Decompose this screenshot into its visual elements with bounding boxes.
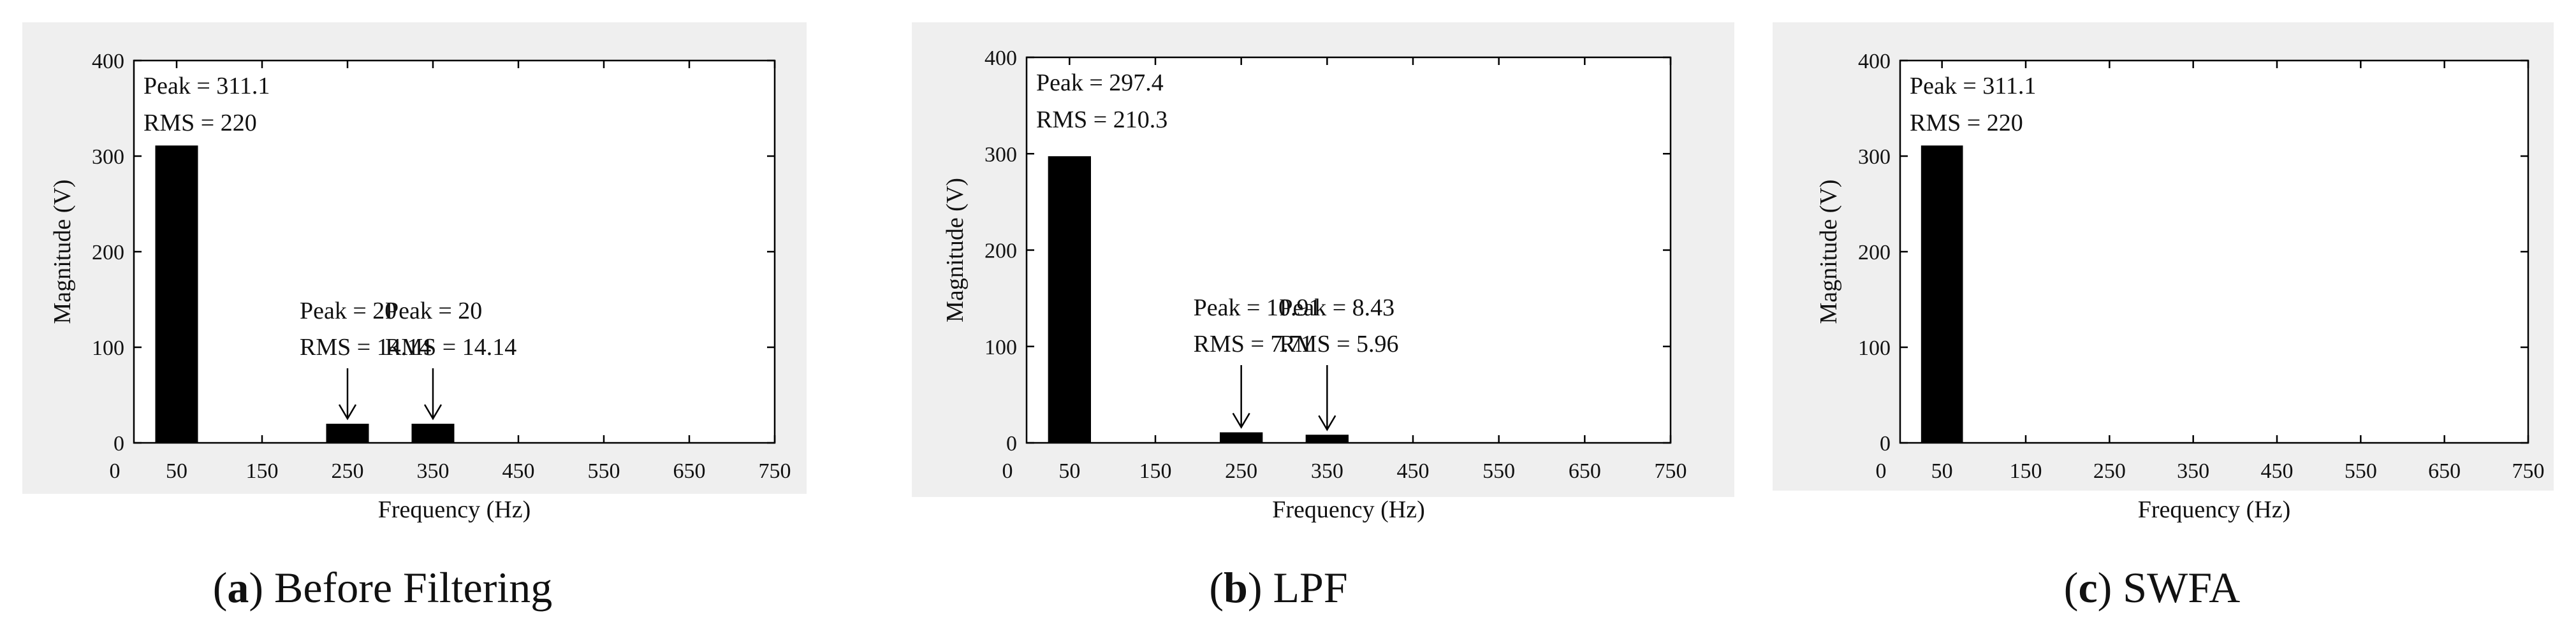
x-tick-label: 150 bbox=[1139, 459, 1172, 483]
x-tick-label: 50 bbox=[1058, 459, 1080, 483]
y-tick-label: 200 bbox=[984, 240, 1017, 263]
annotation-peak: Peak = 311.1 bbox=[1910, 73, 2036, 99]
chart-panel-c: 0 100 200 300 400 0 50 150 250 350 450 550 650 750 Fre… bbox=[1773, 22, 2554, 612]
x-tick-label: 250 bbox=[1225, 459, 1257, 483]
y-tick-label: 400 bbox=[984, 47, 1017, 70]
annotation-peak: Peak = 20 bbox=[385, 298, 482, 324]
x-tick-label: 750 bbox=[759, 459, 791, 483]
annotation-arrowhead bbox=[1232, 412, 1250, 429]
annotation-arrowhead bbox=[1318, 415, 1336, 431]
annotation-rms: RMS = 210.3 bbox=[1036, 106, 1167, 133]
x-tick-label: 750 bbox=[2512, 459, 2545, 483]
annotation-peak: Peak = 297.4 bbox=[1036, 69, 1164, 96]
x-tick-label: 550 bbox=[2345, 459, 2377, 483]
caption-paren-open: ( bbox=[2064, 563, 2079, 612]
annotation-arrowhead bbox=[423, 404, 443, 421]
caption-text: Before Filtering bbox=[263, 563, 552, 612]
x-tick-label: 350 bbox=[2177, 459, 2209, 483]
annotation-rms: RMS = 14.14 bbox=[385, 334, 516, 361]
annotation-rms: RMS = 220 bbox=[1910, 110, 2023, 136]
caption-paren-open: ( bbox=[1209, 563, 1224, 612]
x-axis-label: Frequency (Hz) bbox=[378, 496, 531, 523]
x-tick-label: 50 bbox=[1931, 459, 1953, 483]
x-tick-label: 650 bbox=[673, 459, 706, 483]
panel-caption: (c) SWFA bbox=[2064, 563, 2240, 612]
x-tick-label: 450 bbox=[502, 459, 535, 483]
plot-area bbox=[1900, 61, 2528, 443]
plot-area bbox=[134, 61, 775, 443]
y-axis-label: Magnitude (V) bbox=[49, 180, 76, 324]
y-tick-label: 0 bbox=[1006, 432, 1017, 456]
bar bbox=[1048, 156, 1091, 443]
x-tick-label: 350 bbox=[417, 459, 450, 483]
annotation-rms: RMS = 5.96 bbox=[1279, 331, 1398, 357]
panel-caption: (b) LPF bbox=[1209, 563, 1347, 612]
caption-paren-close: ) bbox=[2098, 563, 2112, 612]
y-tick-label: 100 bbox=[984, 336, 1017, 359]
x-tick-label: 450 bbox=[2261, 459, 2294, 483]
bar bbox=[1921, 145, 1963, 443]
panel-caption: (a) Before Filtering bbox=[213, 563, 553, 612]
y-tick-label: 300 bbox=[984, 143, 1017, 166]
x-tick-label: 0 bbox=[110, 459, 121, 483]
y-tick-label: 400 bbox=[92, 50, 124, 73]
annotation-peak: Peak = 8.43 bbox=[1279, 294, 1394, 321]
x-tick-label: 650 bbox=[2428, 459, 2461, 483]
x-tick-label: 0 bbox=[1876, 459, 1887, 483]
caption-text: LPF bbox=[1262, 563, 1347, 612]
caption-paren-open: ( bbox=[213, 563, 228, 612]
caption-text: SWFA bbox=[2112, 563, 2240, 612]
x-tick-label: 250 bbox=[2093, 459, 2126, 483]
annotation-arrowhead bbox=[338, 404, 357, 421]
y-tick-label: 0 bbox=[113, 432, 124, 456]
annotation-peak: Peak = 20 bbox=[300, 298, 397, 324]
x-tick-label: 250 bbox=[332, 459, 364, 483]
x-tick-label: 550 bbox=[1482, 459, 1515, 483]
caption-paren-close: ) bbox=[249, 563, 263, 612]
annotation-rms: RMS = 7.71 bbox=[1194, 331, 1313, 357]
x-tick-label: 150 bbox=[2010, 459, 2042, 483]
y-tick-label: 200 bbox=[92, 241, 124, 264]
x-tick-label: 350 bbox=[1311, 459, 1343, 483]
y-axis-label: Magnitude (V) bbox=[1815, 180, 1842, 324]
x-tick-label: 750 bbox=[1655, 459, 1687, 483]
x-tick-label: 0 bbox=[1002, 459, 1013, 483]
x-tick-label: 550 bbox=[588, 459, 620, 483]
x-axis-label: Frequency (Hz) bbox=[2138, 496, 2291, 523]
y-axis-label: Magnitude (V) bbox=[942, 178, 969, 322]
caption-letter: c bbox=[2078, 563, 2097, 612]
chart-panel-a: 0 100 200 300 400 0 50 150 250 350 450 550 650 750 Fre… bbox=[22, 22, 807, 612]
x-tick-label: 650 bbox=[1569, 459, 1601, 483]
chart-panel-b: 0 100 200 300 400 0 50 150 250 350 450 550 650 750 Fre… bbox=[912, 22, 1734, 612]
annotation-rms: RMS = 220 bbox=[143, 110, 257, 136]
y-tick-label: 300 bbox=[92, 145, 124, 169]
y-tick-label: 200 bbox=[1858, 241, 1891, 264]
annotation-rms: RMS = 14.14 bbox=[300, 334, 431, 361]
annotation-peak: Peak = 311.1 bbox=[143, 73, 270, 99]
y-tick-label: 100 bbox=[92, 336, 124, 360]
caption-letter: b bbox=[1224, 563, 1248, 612]
x-tick-label: 150 bbox=[246, 459, 279, 483]
y-tick-label: 0 bbox=[1880, 432, 1891, 456]
y-tick-label: 300 bbox=[1858, 145, 1891, 169]
plot-area bbox=[1027, 57, 1671, 443]
y-tick-label: 100 bbox=[1858, 336, 1891, 360]
caption-paren-close: ) bbox=[1248, 563, 1262, 612]
annotation-peak: Peak = 10.91 bbox=[1194, 294, 1321, 321]
x-tick-label: 450 bbox=[1397, 459, 1430, 483]
bar bbox=[155, 145, 198, 443]
x-tick-label: 50 bbox=[166, 459, 187, 483]
x-axis-label: Frequency (Hz) bbox=[1272, 496, 1425, 523]
caption-letter: a bbox=[227, 563, 249, 612]
y-tick-label: 400 bbox=[1858, 50, 1891, 73]
